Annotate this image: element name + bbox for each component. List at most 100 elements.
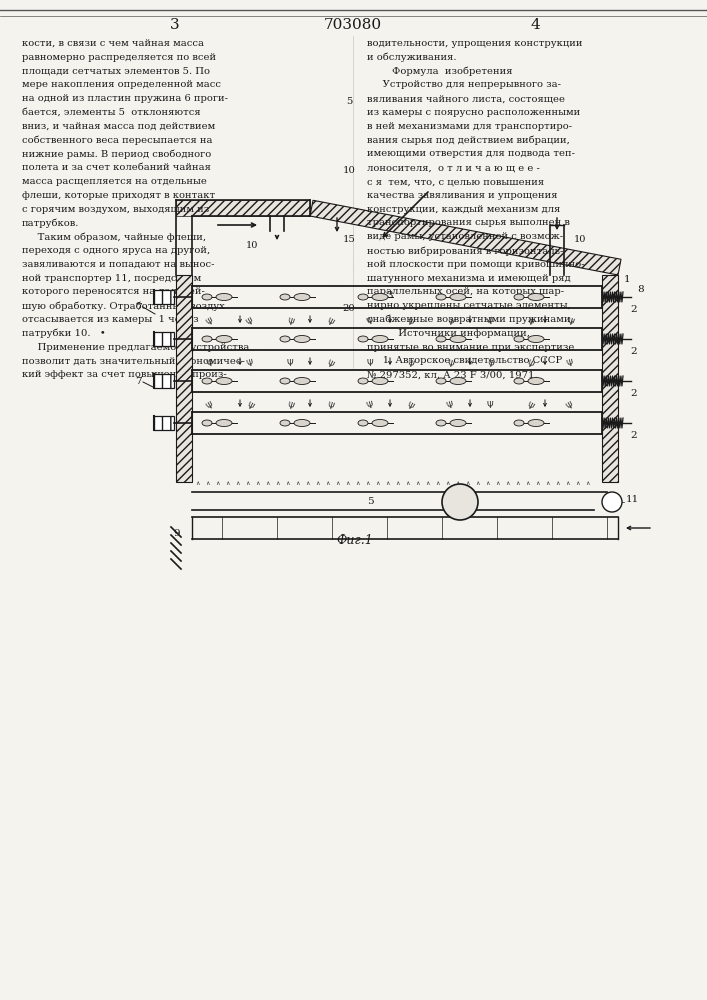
- Text: ∧: ∧: [295, 481, 299, 486]
- Text: ∧: ∧: [275, 481, 279, 486]
- Text: Ψ: Ψ: [406, 401, 414, 411]
- Ellipse shape: [202, 336, 212, 342]
- Text: 2: 2: [630, 388, 636, 397]
- Ellipse shape: [358, 378, 368, 384]
- Text: ∧: ∧: [345, 481, 349, 486]
- Text: принятые во внимание при экспертизе: принятые во внимание при экспертизе: [367, 343, 574, 352]
- Text: 10: 10: [246, 241, 258, 250]
- Text: 1. Авторское свидетельство СССР: 1. Авторское свидетельство СССР: [367, 356, 562, 365]
- Text: ∧: ∧: [525, 481, 530, 486]
- Text: ∧: ∧: [305, 481, 310, 486]
- Text: параллельных осей, на которых шар-: параллельных осей, на которых шар-: [367, 287, 564, 296]
- Text: Ψ: Ψ: [365, 400, 375, 412]
- Text: ∧: ∧: [544, 481, 549, 486]
- Text: нижние рамы. В период свободного: нижние рамы. В период свободного: [22, 149, 211, 159]
- Text: которого переносятся на дальней-: которого переносятся на дальней-: [22, 287, 205, 296]
- Text: снабженные возвратными пружинами.: снабженные возвратными пружинами.: [367, 315, 573, 324]
- Ellipse shape: [528, 420, 544, 426]
- Text: ∧: ∧: [534, 481, 539, 486]
- Text: ∧: ∧: [225, 481, 229, 486]
- Text: с горячим воздухом, выходящим из: с горячим воздухом, выходящим из: [22, 205, 209, 214]
- Text: мере накопления определенной масс: мере накопления определенной масс: [22, 80, 221, 89]
- Ellipse shape: [514, 336, 524, 342]
- Ellipse shape: [216, 377, 232, 384]
- Circle shape: [602, 492, 622, 512]
- Text: конструкции, каждый механизм для: конструкции, каждый механизм для: [367, 205, 560, 214]
- Text: шую обработку. Отработанный воздух: шую обработку. Отработанный воздух: [22, 301, 225, 311]
- Text: ∧: ∧: [464, 481, 469, 486]
- Text: Ψ: Ψ: [245, 358, 255, 370]
- Ellipse shape: [372, 294, 388, 300]
- Text: с я  тем, что, с целью повышения: с я тем, что, с целью повышения: [367, 177, 544, 186]
- Text: 7: 7: [135, 302, 141, 312]
- Text: шатунного механизма и имеющей ряд: шатунного механизма и имеющей ряд: [367, 274, 571, 283]
- Text: ∧: ∧: [205, 481, 209, 486]
- Circle shape: [442, 484, 478, 520]
- Text: Ψ: Ψ: [406, 317, 414, 327]
- Bar: [154, 332, 174, 346]
- Text: 3: 3: [387, 290, 393, 300]
- Text: бается, элементы 5  отклоняются: бается, элементы 5 отклоняются: [22, 108, 201, 117]
- Text: Ψ: Ψ: [326, 401, 334, 411]
- Text: кий эффект за счет повышения произ-: кий эффект за счет повышения произ-: [22, 370, 227, 379]
- Text: Формула  изобретения: Формула изобретения: [367, 67, 513, 76]
- Text: нирно укреплены сетчатые элементы,: нирно укреплены сетчатые элементы,: [367, 301, 571, 310]
- Text: имеющими отверстия для подвода теп-: имеющими отверстия для подвода теп-: [367, 149, 575, 158]
- Text: ∧: ∧: [445, 481, 450, 486]
- Text: ∧: ∧: [474, 481, 479, 486]
- Text: 7: 7: [135, 377, 141, 386]
- Text: ∧: ∧: [505, 481, 509, 486]
- Text: масса расщепляется на отдельные: масса расщепляется на отдельные: [22, 177, 207, 186]
- Text: 5: 5: [346, 97, 352, 106]
- Text: Ψ: Ψ: [245, 317, 255, 327]
- Text: ∧: ∧: [385, 481, 390, 486]
- Text: ∧: ∧: [415, 481, 419, 486]
- Ellipse shape: [372, 420, 388, 426]
- Text: ∧: ∧: [425, 481, 429, 486]
- Ellipse shape: [514, 420, 524, 426]
- Ellipse shape: [294, 420, 310, 426]
- Text: 5: 5: [367, 497, 373, 506]
- Text: Ψ: Ψ: [285, 400, 295, 412]
- Text: ∧: ∧: [495, 481, 499, 486]
- Text: транспортирования сырья выполнен в: транспортирования сырья выполнен в: [367, 218, 570, 227]
- Text: 20: 20: [343, 304, 356, 313]
- Text: Ψ: Ψ: [205, 358, 215, 370]
- Ellipse shape: [528, 294, 544, 300]
- Text: 10: 10: [574, 235, 586, 244]
- Bar: [602, 275, 618, 482]
- Ellipse shape: [436, 336, 446, 342]
- Ellipse shape: [436, 378, 446, 384]
- Text: Источники информации,: Источники информации,: [367, 329, 530, 338]
- Text: Устройство для непрерывного за-: Устройство для непрерывного за-: [367, 80, 561, 89]
- Text: 2: 2: [630, 430, 636, 440]
- Ellipse shape: [450, 336, 466, 342]
- Text: ∧: ∧: [235, 481, 239, 486]
- Bar: [154, 416, 174, 430]
- Text: Ψ: Ψ: [525, 400, 535, 412]
- Text: ной плоскости при помощи кривошипно-: ной плоскости при помощи кривошипно-: [367, 260, 585, 269]
- Text: ∧: ∧: [285, 481, 289, 486]
- Bar: [176, 275, 192, 482]
- Polygon shape: [310, 200, 621, 275]
- Ellipse shape: [216, 336, 232, 342]
- Text: ∧: ∧: [404, 481, 409, 486]
- Text: ∧: ∧: [255, 481, 259, 486]
- Ellipse shape: [450, 420, 466, 426]
- Text: кости, в связи с чем чайная масса: кости, в связи с чем чайная масса: [22, 39, 204, 48]
- Text: Ψ: Ψ: [247, 401, 253, 410]
- Ellipse shape: [528, 336, 544, 342]
- Bar: [176, 200, 310, 216]
- Ellipse shape: [372, 377, 388, 384]
- Text: № 297352, кл. А 23 F 3/00, 1971.: № 297352, кл. А 23 F 3/00, 1971.: [367, 370, 537, 379]
- Text: ∧: ∧: [315, 481, 320, 486]
- Ellipse shape: [358, 420, 368, 426]
- Text: Ψ: Ψ: [525, 316, 535, 328]
- Ellipse shape: [202, 378, 212, 384]
- Text: ∧: ∧: [355, 481, 359, 486]
- Ellipse shape: [280, 294, 290, 300]
- Text: площади сетчатых элементов 5. По: площади сетчатых элементов 5. По: [22, 67, 210, 76]
- Ellipse shape: [294, 294, 310, 300]
- Text: ∧: ∧: [215, 481, 219, 486]
- Ellipse shape: [514, 294, 524, 300]
